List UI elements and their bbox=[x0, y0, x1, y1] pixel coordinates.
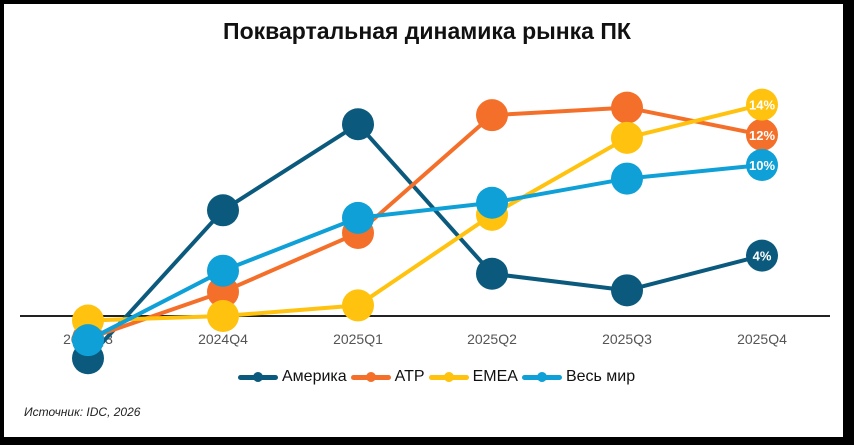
data-point bbox=[746, 118, 778, 151]
x-tick-label: 2025Q2 bbox=[467, 331, 517, 347]
source-note: Источник: IDC, 2026 bbox=[24, 405, 141, 419]
legend-item-emea: EMEA bbox=[428, 368, 518, 386]
data-point bbox=[476, 186, 508, 219]
legend-item-america: Америка bbox=[238, 368, 347, 386]
legend-swatch-icon bbox=[238, 371, 278, 382]
legend-swatch-icon bbox=[521, 371, 562, 382]
data-point bbox=[342, 201, 374, 234]
x-tick-label: 2025Q4 bbox=[737, 331, 787, 347]
data-label: 4% bbox=[753, 249, 772, 264]
data-label: 10% bbox=[749, 158, 775, 173]
series-line: 4% bbox=[72, 108, 778, 375]
legend-swatch-icon bbox=[428, 371, 469, 382]
data-point bbox=[342, 289, 374, 322]
legend-item-world: Весь мир bbox=[521, 368, 636, 386]
data-point bbox=[611, 91, 643, 124]
data-label: 14% bbox=[749, 98, 775, 113]
series-line: 14% bbox=[72, 88, 778, 337]
data-point bbox=[207, 254, 239, 287]
data-point bbox=[207, 194, 239, 227]
legend-item-atp: ATP bbox=[350, 368, 425, 386]
data-point bbox=[476, 257, 508, 290]
legend-label: Весь мир bbox=[565, 368, 636, 385]
x-tick-label: 2025Q1 bbox=[333, 331, 383, 347]
data-point bbox=[611, 274, 643, 307]
data-point bbox=[746, 88, 778, 121]
data-point bbox=[746, 149, 778, 181]
chart-frame bbox=[4, 4, 843, 437]
series-line: 12% bbox=[72, 91, 778, 355]
legend-label: EMEA bbox=[472, 368, 518, 385]
chart-title: Поквартальная динамика рынка ПК bbox=[223, 18, 631, 44]
series-line: 10% bbox=[72, 149, 778, 357]
legend-label: ATP bbox=[394, 368, 425, 385]
data-point bbox=[476, 99, 508, 132]
legend-label: Америка bbox=[282, 368, 347, 385]
data-point bbox=[72, 324, 104, 357]
x-tick-label: 2025Q3 bbox=[602, 331, 652, 347]
x-tick-label: 2024Q4 bbox=[198, 331, 248, 347]
data-point bbox=[746, 239, 778, 272]
chart-legend: Америка ATP EMEA Весь мир bbox=[238, 368, 639, 386]
data-point bbox=[342, 108, 374, 141]
data-point bbox=[207, 300, 239, 332]
data-label: 12% bbox=[749, 128, 775, 143]
data-point bbox=[611, 121, 643, 154]
data-point bbox=[611, 162, 643, 195]
legend-swatch-icon bbox=[350, 371, 391, 382]
